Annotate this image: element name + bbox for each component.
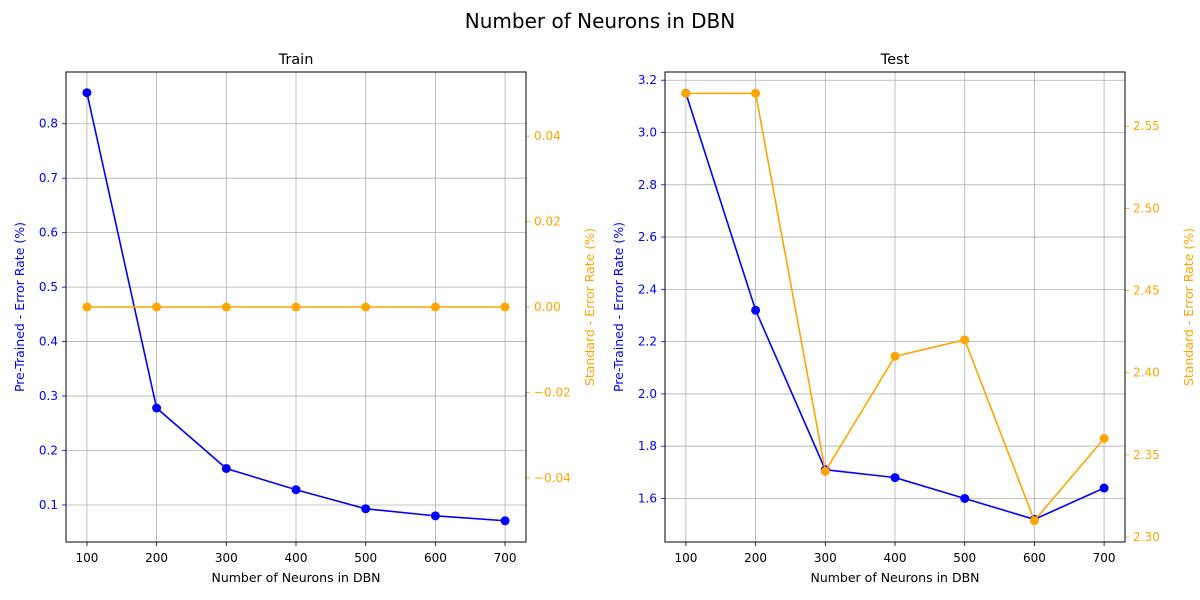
axes-frame [65,71,527,543]
data-point-standard [500,302,510,312]
data-point-standard [960,335,970,345]
left-y-tick-label: 3.0 [638,126,657,140]
right-y-axis-label: Standard - Error Rate (%) [1181,228,1196,386]
left-y-axis-label: Pre-Trained - Error Rate (%) [12,222,27,392]
data-point-pre-trained [960,493,970,503]
axes-frame [664,71,1126,543]
x-tick-label: 500 [354,551,377,565]
x-tick-label: 600 [424,551,447,565]
data-point-pre-trained [890,473,900,483]
x-tick-label: 100 [75,551,98,565]
data-point-standard [1099,433,1109,443]
x-axis-label: Number of Neurons in DBN [211,570,380,585]
data-point-standard [1029,516,1039,526]
data-point-pre-trained [291,485,301,495]
figure-suptitle: Number of Neurons in DBN [465,9,735,33]
data-point-standard [221,302,231,312]
subplot-title: Train [278,52,314,68]
data-point-pre-trained [82,88,92,98]
right-y-tick-label: −0.02 [534,385,571,399]
x-tick-label: 700 [1093,551,1116,565]
right-y-tick-label: 2.50 [1133,201,1160,215]
subplot-title: Test [880,52,910,68]
x-tick-label: 400 [285,551,308,565]
left-y-tick-label: 0.6 [39,226,58,240]
right-y-tick-label: 2.30 [1133,530,1160,544]
x-tick-label: 700 [494,551,517,565]
subplot-train: 100 200 300 400 500 600 700 0.1 0.2 0.3 0.4 0.5 0.6 0… [12,52,597,585]
left-y-tick-label: 0.8 [39,117,58,131]
data-point-standard [152,302,162,312]
x-tick-label: 500 [953,551,976,565]
subplot-test: 100 200 300 400 500 600 700 1.6 1.8 2.0 2.2 2.4 2.6 2… [611,52,1196,585]
data-point-pre-trained [152,403,162,413]
x-tick-label: 300 [814,551,837,565]
left-y-tick-label: 2.0 [638,387,657,401]
left-y-tick-label: 2.2 [638,335,657,349]
subplots: 100 200 300 400 500 600 700 0.1 0.2 0.3 0.4 0.5 0.6 0… [12,52,1196,585]
data-point-standard [890,351,900,361]
right-y-tick-label: −0.04 [534,471,571,485]
left-y-tick-label: 0.3 [39,389,58,403]
data-point-pre-trained [500,516,510,526]
left-y-tick-label: 0.1 [39,498,58,512]
left-y-tick-label: 2.4 [638,282,657,296]
data-point-pre-trained [221,463,231,473]
data-point-standard [681,88,691,98]
data-point-standard [291,302,301,312]
x-tick-label: 300 [215,551,238,565]
data-point-standard [430,302,440,312]
x-tick-label: 600 [1023,551,1046,565]
right-y-tick-label: 2.55 [1133,119,1160,133]
data-point-pre-trained [751,305,761,315]
x-tick-label: 200 [145,551,168,565]
left-y-tick-label: 2.6 [638,230,657,244]
data-point-pre-trained [1099,483,1109,493]
data-point-standard [82,302,92,312]
right-y-tick-label: 0.04 [534,129,561,143]
left-y-tick-label: 2.8 [638,178,657,192]
left-y-tick-label: 1.8 [638,439,657,453]
right-y-tick-label: 2.40 [1133,366,1160,380]
data-point-standard [820,466,830,476]
left-y-tick-label: 1.6 [638,491,657,505]
left-y-tick-label: 0.4 [39,335,58,349]
right-y-tick-label: 2.35 [1133,448,1160,462]
left-y-tick-label: 3.2 [638,73,657,87]
x-tick-label: 200 [744,551,767,565]
right-y-tick-label: 0.00 [534,300,561,314]
data-point-pre-trained [361,504,371,514]
x-tick-label: 100 [674,551,697,565]
right-y-tick-label: 0.02 [534,215,561,229]
left-y-axis-label: Pre-Trained - Error Rate (%) [611,222,626,392]
right-y-tick-label: 2.45 [1133,284,1160,298]
left-y-tick-label: 0.7 [39,171,58,185]
x-tick-label: 400 [884,551,907,565]
right-y-axis-label: Standard - Error Rate (%) [582,228,597,386]
left-y-tick-label: 0.2 [39,444,58,458]
data-point-standard [751,88,761,98]
data-point-pre-trained [430,511,440,521]
x-axis-label: Number of Neurons in DBN [810,570,979,585]
left-y-tick-label: 0.5 [39,280,58,294]
data-point-standard [361,302,371,312]
